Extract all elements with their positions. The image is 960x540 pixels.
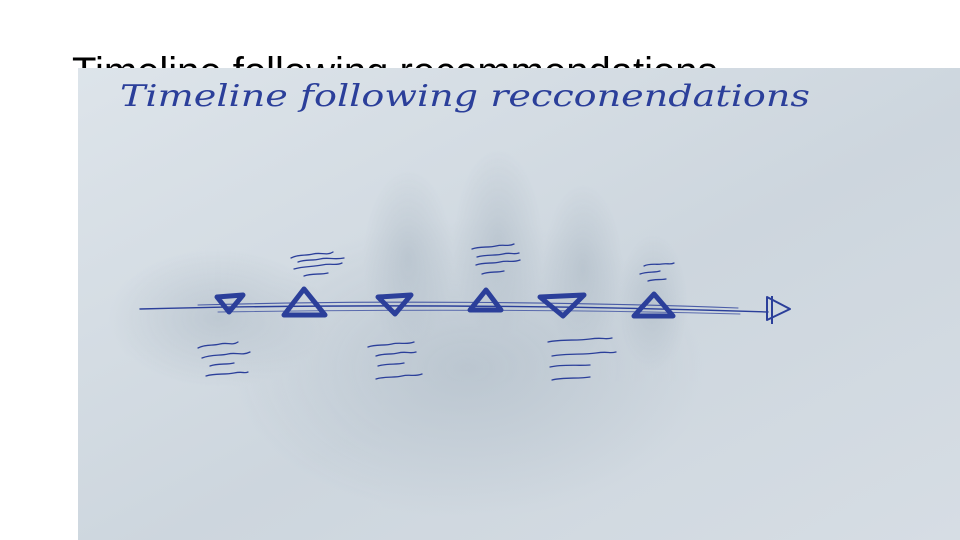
note-squiggle-above-3 (639, 262, 675, 282)
marker-down-triangle-1-icon (214, 292, 246, 315)
marker-down-triangle-3-icon (537, 292, 587, 319)
marker-up-triangle-2-icon (467, 287, 504, 313)
marker-down-triangle-2-icon (375, 292, 414, 317)
whiteboard-photo: Timeline following recconendations (78, 68, 960, 540)
marker-up-triangle-3-icon (631, 291, 676, 319)
timeline-arrow-head-icon (766, 296, 791, 324)
note-squiggle-above-2 (471, 243, 521, 275)
note-squiggle-below-1 (197, 341, 251, 377)
note-squiggle-below-3 (547, 337, 617, 381)
handwritten-heading: Timeline following recconendations (120, 79, 810, 114)
note-squiggle-below-2 (367, 341, 423, 380)
note-squiggle-above-1 (290, 251, 345, 277)
marker-up-triangle-1-icon (281, 286, 328, 318)
